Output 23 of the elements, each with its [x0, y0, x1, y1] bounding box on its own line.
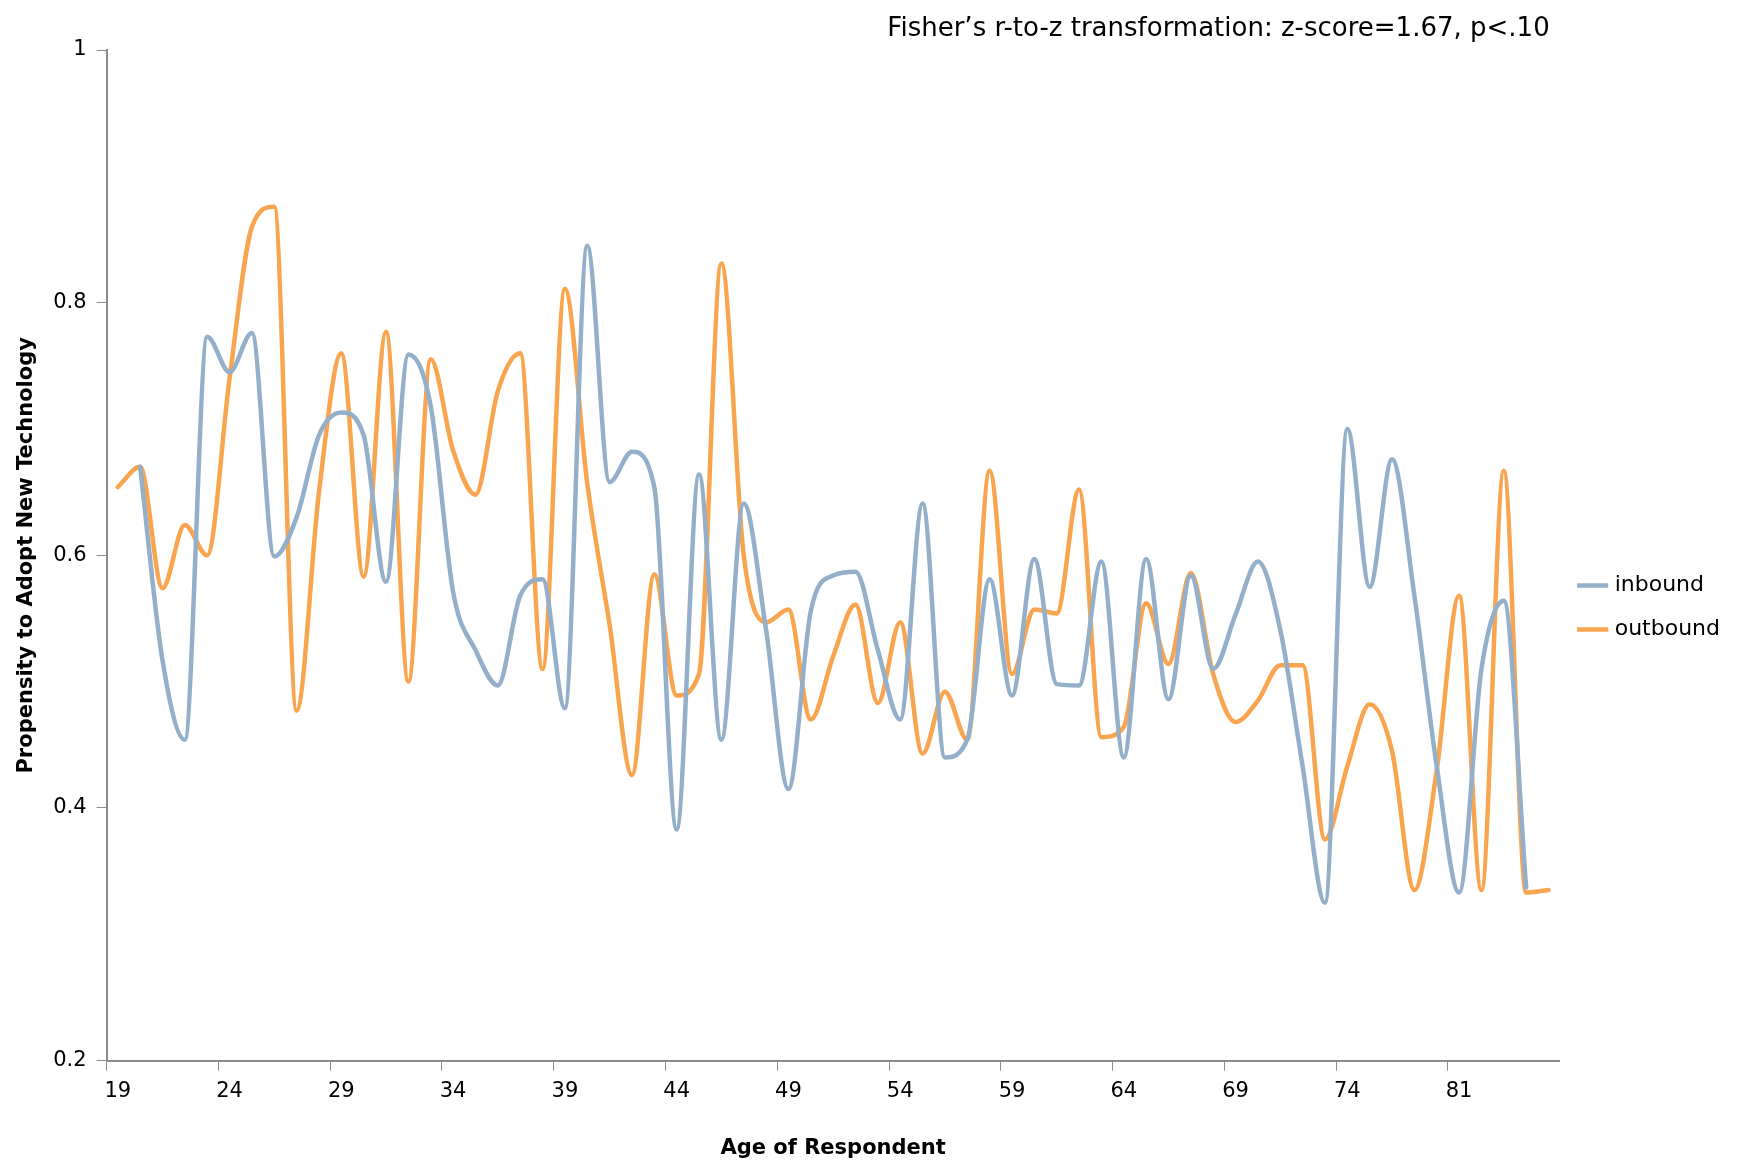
y-tick-label: 1 [73, 36, 87, 61]
x-tick-label: 29 [327, 1077, 355, 1102]
text: Fisher’s r-to-z transformation: z-score=1.67, p<.10 [887, 11, 1550, 42]
x-tick-label: 44 [663, 1077, 691, 1102]
x-tick-label: 39 [551, 1077, 579, 1102]
y-tick-label: 0.2 [53, 1047, 87, 1072]
y-tick-label: 0.4 [53, 794, 87, 819]
y-axis-title: Propensity to Adopt New Technology [13, 336, 38, 774]
x-axis-title: Age of Respondent [720, 1134, 946, 1159]
x-tick-label: 59 [998, 1077, 1026, 1102]
x-tick-label: 24 [216, 1077, 243, 1102]
legend-label: outbound [1614, 615, 1721, 641]
x-tick-label: 34 [439, 1077, 467, 1102]
x-tick-label: 81 [1445, 1077, 1473, 1102]
x-tick-label: 69 [1222, 1077, 1249, 1102]
x-tick-label: 64 [1110, 1077, 1138, 1102]
y-tick-label: 0.8 [53, 289, 87, 314]
x-tick-label: 54 [886, 1077, 914, 1102]
x-tick-label: 19 [104, 1077, 132, 1102]
x-tick-label: 74 [1333, 1077, 1361, 1102]
y-tick-label: 0.6 [53, 541, 87, 566]
legend-label: inbound [1614, 571, 1705, 597]
x-tick-label: 49 [775, 1077, 802, 1102]
